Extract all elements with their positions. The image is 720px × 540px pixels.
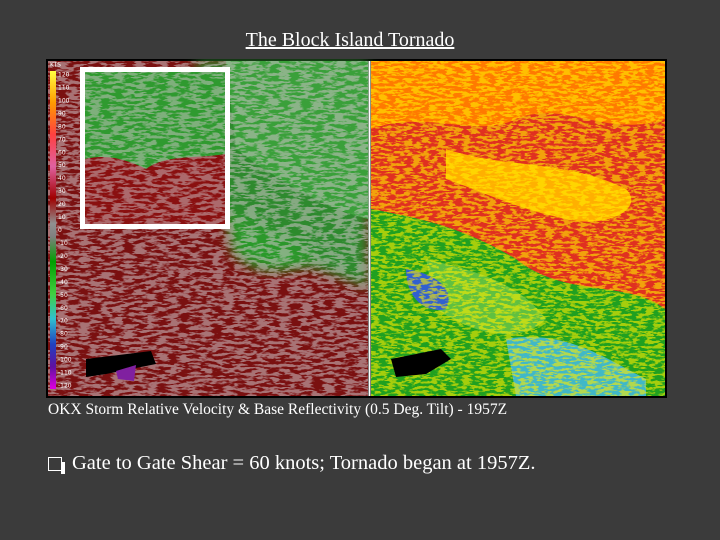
scale-label: 20 <box>58 201 66 208</box>
scale-label: -60 <box>58 305 68 312</box>
scale-label: -110 <box>58 370 72 377</box>
reflectivity-panel <box>371 61 665 396</box>
scale-label: 10 <box>58 214 66 221</box>
bullet-text: Gate to Gate Shear = 60 knots; Tornado b… <box>72 452 536 474</box>
scale-label: -30 <box>58 266 68 273</box>
scale-label: -20 <box>58 253 68 260</box>
scale-label: -10 <box>58 240 68 247</box>
scale-label: 100 <box>58 97 70 104</box>
scale-label: -120 <box>58 383 72 390</box>
scale-unit: KTS <box>50 62 61 69</box>
scale-label: -40 <box>58 279 68 286</box>
scale-label: 120 <box>58 72 70 79</box>
scale-label: 30 <box>58 188 66 195</box>
figure-caption: OKX Storm Relative Velocity & Base Refle… <box>48 401 508 418</box>
scale-label: 90 <box>58 110 66 117</box>
scale-label: 80 <box>58 123 66 130</box>
scale-label: -100 <box>58 357 72 364</box>
scale-label: -90 <box>58 344 68 351</box>
scale-label: -70 <box>58 318 68 325</box>
scale-label: 70 <box>58 136 66 143</box>
scale-label: 60 <box>58 149 66 156</box>
scale-label: 40 <box>58 175 66 182</box>
slide-title: The Block Island Tornado <box>245 29 455 51</box>
color-scale <box>50 71 56 389</box>
scale-label: 0 <box>58 227 62 234</box>
bullet-item: Gate to Gate Shear = 60 knots; Tornado b… <box>48 452 535 475</box>
radar-figure: KTS1201101009080706050403020100-10-20-30… <box>46 59 667 398</box>
scale-label: -50 <box>58 292 68 299</box>
zoom-inset <box>80 67 230 229</box>
bullet-icon <box>48 456 65 474</box>
scale-labels: KTS1201101009080706050403020100-10-20-30… <box>50 62 72 390</box>
scale-label: 50 <box>58 162 66 169</box>
scale-label: 110 <box>58 84 70 91</box>
scale-label: -80 <box>58 331 68 338</box>
